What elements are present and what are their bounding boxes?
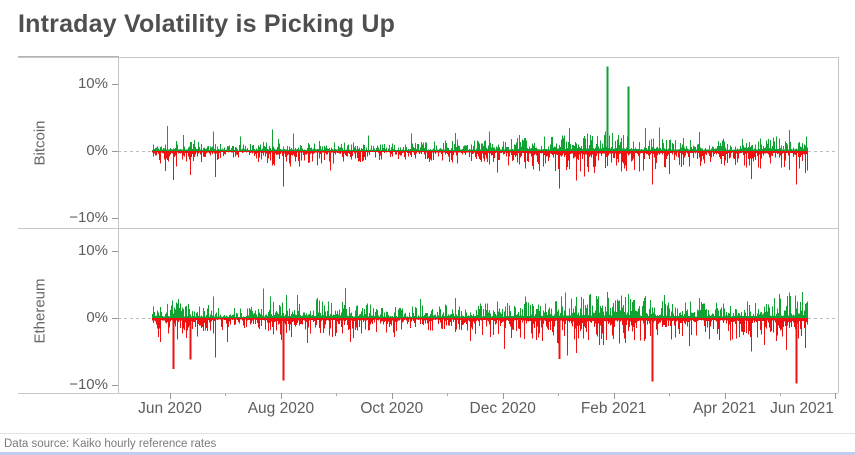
x-major-tick [391, 393, 393, 399]
y-tick-label: 0% [86, 142, 108, 159]
x-tick-label: Feb 2021 [580, 400, 647, 417]
x-minor-tick [558, 393, 560, 396]
x-major-tick [502, 393, 504, 399]
y-tick-mark [112, 84, 118, 85]
x-major-tick [280, 393, 282, 399]
x-major-tick [170, 393, 171, 399]
x-tick-label: Oct 2020 [360, 400, 424, 417]
x-tick-label: Aug 2020 [247, 400, 315, 417]
ethereum-volatility-bars [118, 287, 838, 384]
x-tick-label: Jun 2020 [138, 400, 202, 417]
x-minor-tick [447, 393, 449, 396]
panel-top-border [18, 57, 838, 58]
bottom-accent-strip [0, 452, 855, 455]
footer-separator [0, 433, 855, 434]
bitcoin-volatility-bars [118, 66, 838, 189]
x-tick-label: Apr 2021 [693, 400, 756, 417]
y-tick-mark [112, 318, 118, 319]
x-tick-label: Jun 2021 [770, 400, 834, 417]
y-tick-label: 10% [77, 242, 108, 259]
left-spine [118, 57, 119, 393]
x-axis-line [18, 393, 838, 394]
y-tick-label: 10% [77, 75, 108, 92]
x-minor-tick [225, 393, 227, 396]
y-tick-label: 0% [86, 309, 108, 326]
y-tick-mark [112, 151, 118, 152]
bitcoin-panel [118, 57, 838, 228]
right-spine [838, 57, 839, 393]
x-major-tick [613, 393, 615, 399]
y-tick-label: −10% [69, 209, 108, 226]
data-source-note: Data source: Kaiko hourly reference rate… [4, 438, 217, 450]
y-tick-mark [112, 218, 118, 219]
panel-divider [18, 228, 838, 229]
x-minor-tick [669, 393, 671, 396]
page-title: Intraday Volatility is Picking Up [18, 10, 396, 38]
x-tick-label: Dec 2020 [469, 400, 536, 417]
y-tick-mark [112, 251, 118, 252]
ethereum-panel [118, 228, 838, 393]
x-minor-tick [336, 393, 338, 396]
y-tick-mark [112, 385, 118, 386]
x-major-tick [724, 393, 726, 399]
x-major-tick [835, 393, 837, 399]
x-minor-tick [779, 393, 781, 396]
y-tick-label: −10% [69, 376, 108, 393]
